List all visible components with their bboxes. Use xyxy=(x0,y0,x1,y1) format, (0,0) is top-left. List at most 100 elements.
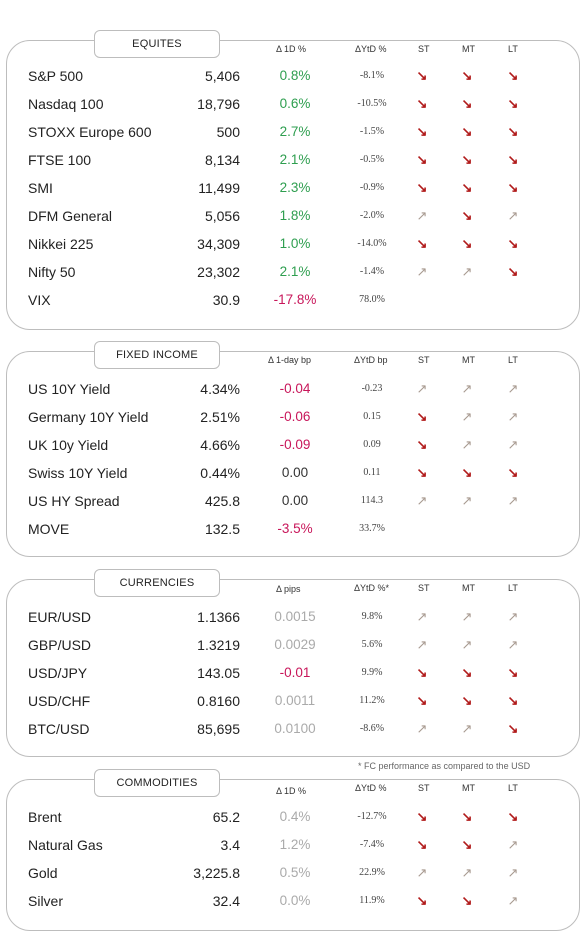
currencies-header-chg: Δ pips xyxy=(276,584,301,594)
trend-down-arrow-icon: ↘ xyxy=(461,180,473,195)
row-ytd: -12.7% xyxy=(357,811,387,822)
row-level: 132.5 xyxy=(204,521,240,537)
row-ytd: 11.2% xyxy=(359,695,385,706)
fixed-income-tab: FIXED INCOME xyxy=(94,341,220,369)
trend-down-arrow-icon: ↘ xyxy=(507,96,519,111)
currencies-row: BTC/USD 85,695 0.0100 -8.6% ↗ ↗ ↘ xyxy=(28,715,568,743)
row-level: 32.4 xyxy=(212,893,240,909)
row-ytd: 11.9% xyxy=(359,895,385,906)
row-name: Brent xyxy=(28,809,62,825)
trend-up-arrow-icon: ↗ xyxy=(416,637,428,652)
row-name: VIX xyxy=(28,292,51,308)
row-change: 0.0011 xyxy=(274,693,316,708)
trend-down-arrow-icon: ↘ xyxy=(507,264,519,279)
trend-down-arrow-icon: ↘ xyxy=(416,96,428,111)
row-ytd: 0.11 xyxy=(363,467,381,478)
row-ytd: -0.23 xyxy=(361,383,383,394)
row-ytd: -10.5% xyxy=(357,98,387,109)
row-name: Silver xyxy=(28,893,64,909)
trend-down-arrow-icon: ↘ xyxy=(461,152,473,167)
row-ytd: 9.9% xyxy=(361,667,383,678)
row-ytd: -0.5% xyxy=(359,154,385,165)
row-level: 18,796 xyxy=(197,96,240,112)
trend-down-arrow-icon: ↘ xyxy=(507,465,519,480)
trend-down-arrow-icon: ↘ xyxy=(461,68,473,83)
trend-up-arrow-icon: ↗ xyxy=(461,437,473,452)
equities-row: SMI 11,499 2.3% -0.9% ↘ ↘ ↘ xyxy=(28,174,568,202)
trend-down-arrow-icon: ↘ xyxy=(507,124,519,139)
commodities-header-lt: LT xyxy=(508,783,518,793)
row-change: -3.5% xyxy=(277,521,313,536)
row-name: MOVE xyxy=(28,521,70,537)
row-level: 4.34% xyxy=(200,381,240,397)
row-change: -0.04 xyxy=(279,381,311,396)
trend-up-arrow-icon: ↗ xyxy=(507,893,519,908)
trend-down-arrow-icon: ↘ xyxy=(416,68,428,83)
fixed-income-header-ytd: ΔYtD bp xyxy=(354,355,388,365)
row-change: 0.5% xyxy=(279,865,311,880)
trend-up-arrow-icon: ↗ xyxy=(416,381,428,396)
trend-up-arrow-icon: ↗ xyxy=(416,609,428,624)
row-change: 0.6% xyxy=(279,96,311,111)
trend-down-arrow-icon: ↘ xyxy=(461,124,473,139)
row-ytd: 9.8% xyxy=(361,611,383,622)
trend-down-arrow-icon: ↘ xyxy=(416,180,428,195)
fixed-income-header-lt: LT xyxy=(508,355,518,365)
trend-down-arrow-icon: ↘ xyxy=(461,837,473,852)
row-change: 1.0% xyxy=(279,236,311,251)
equities-tab: EQUITES xyxy=(94,30,220,58)
trend-up-arrow-icon: ↗ xyxy=(461,493,473,508)
trend-up-arrow-icon: ↗ xyxy=(416,493,428,508)
row-name: UK 10y Yield xyxy=(28,437,109,453)
equities-panel xyxy=(6,40,580,330)
row-name: USD/JPY xyxy=(28,665,88,681)
commodities-row: Brent 65.2 0.4% -12.7% ↘ ↘ ↘ xyxy=(28,803,568,831)
row-change: -17.8% xyxy=(273,292,317,307)
trend-down-arrow-icon: ↘ xyxy=(507,721,519,736)
fixed-income-row: Germany 10Y Yield 2.51% -0.06 0.15 ↘ ↗ ↗ xyxy=(28,403,568,431)
row-level: 5,056 xyxy=(204,208,240,224)
row-change: -0.06 xyxy=(279,409,311,424)
trend-up-arrow-icon: ↗ xyxy=(461,609,473,624)
row-ytd: -14.0% xyxy=(357,238,387,249)
row-level: 3,225.8 xyxy=(193,865,240,881)
trend-down-arrow-icon: ↘ xyxy=(416,465,428,480)
row-change: 0.0% xyxy=(279,893,311,908)
currencies-header-lt: LT xyxy=(508,583,518,593)
row-level: 1.3219 xyxy=(197,637,240,653)
commodities-row: Gold 3,225.8 0.5% 22.9% ↗ ↗ ↗ xyxy=(28,859,568,887)
row-level: 23,302 xyxy=(197,264,240,280)
row-level: 0.8160 xyxy=(197,693,240,709)
row-change: 2.1% xyxy=(279,152,311,167)
trend-down-arrow-icon: ↘ xyxy=(416,124,428,139)
commodities-tab: COMMODITIES xyxy=(94,769,220,797)
currencies-header-mt: MT xyxy=(462,583,475,593)
row-name: EUR/USD xyxy=(28,609,92,625)
fixed-income-panel xyxy=(6,351,580,557)
row-level: 11,499 xyxy=(198,180,240,196)
row-name: STOXX Europe 600 xyxy=(28,124,152,140)
trend-down-arrow-icon: ↘ xyxy=(461,665,473,680)
row-name: FTSE 100 xyxy=(28,152,92,168)
row-change: -0.01 xyxy=(279,665,311,680)
equities-row: S&P 500 5,406 0.8% -8.1% ↘ ↘ ↘ xyxy=(28,62,568,90)
row-name: USD/CHF xyxy=(28,693,91,709)
row-name: Nifty 50 xyxy=(28,264,76,280)
row-level: 3.4 xyxy=(220,837,240,853)
trend-up-arrow-icon: ↗ xyxy=(507,409,519,424)
currencies-header-st: ST xyxy=(418,583,430,593)
row-ytd: 5.6% xyxy=(361,639,383,650)
trend-up-arrow-icon: ↗ xyxy=(507,637,519,652)
commodities-header-st: ST xyxy=(418,783,430,793)
commodities-title: COMMODITIES xyxy=(116,777,198,789)
commodities-row: Silver 32.4 0.0% 11.9% ↘ ↘ ↗ xyxy=(28,887,568,915)
equities-row: FTSE 100 8,134 2.1% -0.5% ↘ ↘ ↘ xyxy=(28,146,568,174)
fixed-income-header-st: ST xyxy=(418,355,430,365)
equities-row: Nikkei 225 34,309 1.0% -14.0% ↘ ↘ ↘ xyxy=(28,230,568,258)
row-change: 0.00 xyxy=(281,493,309,508)
row-ytd: -7.4% xyxy=(359,839,385,850)
trend-down-arrow-icon: ↘ xyxy=(461,893,473,908)
equities-header-ytd: ΔYtD % xyxy=(355,44,387,54)
row-change: 2.3% xyxy=(279,180,311,195)
row-level: 8,134 xyxy=(204,152,240,168)
